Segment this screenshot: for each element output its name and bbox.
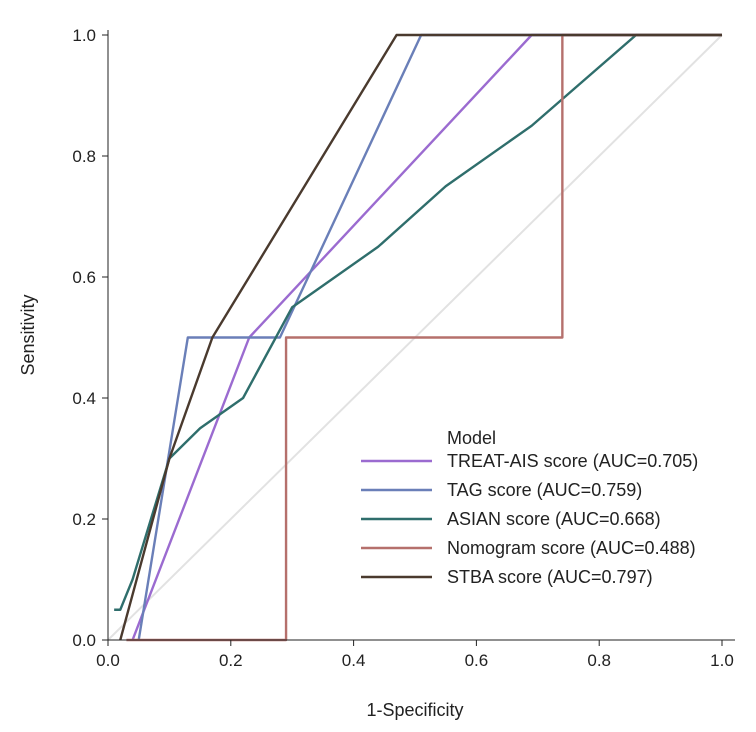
legend-label: TREAT-AIS score (AUC=0.705) xyxy=(447,451,698,471)
legend-label: TAG score (AUC=0.759) xyxy=(447,480,642,500)
x-tick-label: 0.0 xyxy=(96,651,120,670)
y-axis-title: Sensitivity xyxy=(18,294,38,375)
y-tick-label: 0.0 xyxy=(72,631,96,650)
roc-curve-3 xyxy=(114,33,722,611)
y-tick-label: 0.4 xyxy=(72,389,96,408)
x-tick-label: 0.4 xyxy=(342,651,366,670)
y-tick-label: 1.0 xyxy=(72,26,96,45)
y-tick-label: 0.2 xyxy=(72,510,96,529)
legend: Model TREAT-AIS score (AUC=0.705) TAG sco… xyxy=(361,428,698,587)
legend-label: ASIAN score (AUC=0.668) xyxy=(447,509,661,529)
roc-curve-5 xyxy=(119,33,722,641)
legend-title: Model xyxy=(447,428,496,448)
x-tick-label: 0.8 xyxy=(587,651,611,670)
legend-label: STBA score (AUC=0.797) xyxy=(447,567,653,587)
x-axis-title: 1-Specificity xyxy=(366,700,463,720)
ticks-layer: 0.0 0.2 0.4 0.6 0.8 1.0 0.0 0.2 0.4 0.6 0.8 1.0 xyxy=(72,26,733,670)
x-tick-label: 1.0 xyxy=(710,651,734,670)
x-tick-label: 0.2 xyxy=(219,651,243,670)
legend-label: Nomogram score (AUC=0.488) xyxy=(447,538,696,558)
x-tick-label: 0.6 xyxy=(465,651,489,670)
axes-layer xyxy=(107,30,735,641)
y-tick-label: 0.8 xyxy=(72,147,96,166)
y-tick-label: 0.6 xyxy=(72,268,96,287)
